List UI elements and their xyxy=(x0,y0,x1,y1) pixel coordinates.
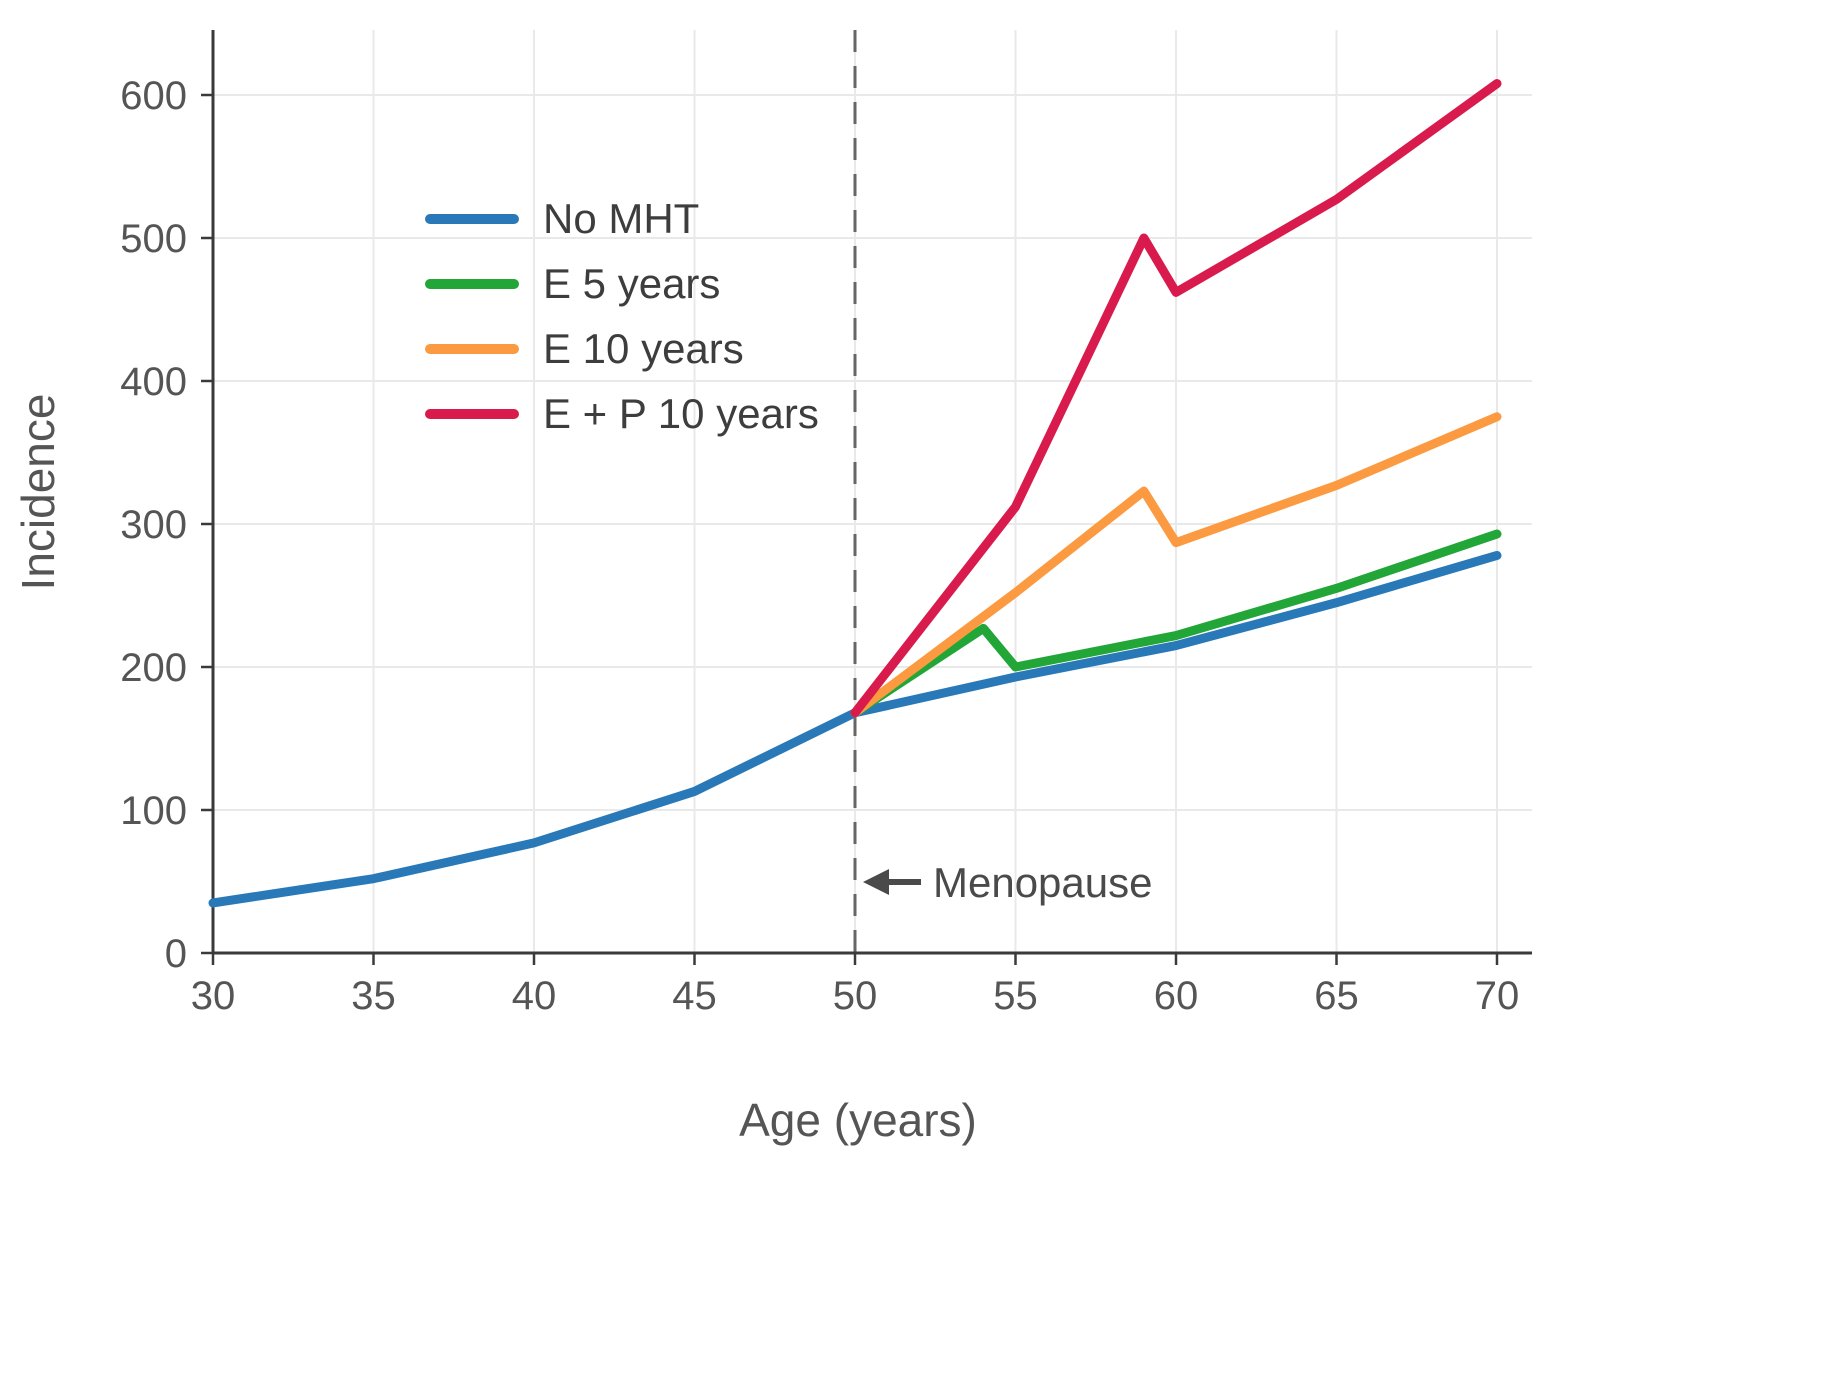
x-tick-label: 35 xyxy=(351,974,396,1018)
legend-swatch-e-5-years xyxy=(425,278,519,289)
x-tick-label: 40 xyxy=(512,974,557,1018)
legend-item-e-10-years: E 10 years xyxy=(425,316,819,381)
y-tick-label: 500 xyxy=(120,217,187,261)
y-tick-label: 100 xyxy=(120,789,187,833)
legend-label-e-p-10-years: E + P 10 years xyxy=(543,389,819,437)
x-tick-label: 70 xyxy=(1475,974,1520,1018)
y-tick-label: 200 xyxy=(120,646,187,690)
x-tick-label: 50 xyxy=(833,974,878,1018)
legend-label-e-10-years: E 10 years xyxy=(543,324,744,372)
series-line-e-10-years xyxy=(850,412,1502,718)
x-tick-label: 60 xyxy=(1154,974,1199,1018)
menopause-arrow-head xyxy=(863,869,889,895)
y-tick-label: 600 xyxy=(120,74,187,118)
legend-item-e-p-10-years: E + P 10 years xyxy=(425,381,819,446)
legend-swatch-e-10-years xyxy=(425,343,519,354)
x-tick-label: 30 xyxy=(191,974,236,1018)
x-axis-title: Age (years) xyxy=(739,1094,977,1146)
x-tick-label: 55 xyxy=(993,974,1038,1018)
y-tick-label: 0 xyxy=(165,932,187,976)
legend-label-no-mht: No MHT xyxy=(543,194,700,242)
series-line-e-5-years xyxy=(850,529,1502,718)
legend: No MHT E 5 years E 10 years E + P 10 yea… xyxy=(425,186,819,446)
legend-item-e-5-years: E 5 years xyxy=(425,251,819,316)
legend-label-e-5-years: E 5 years xyxy=(543,259,721,307)
y-axis-title: Incidence xyxy=(12,393,64,591)
y-tick-label: 400 xyxy=(120,360,187,404)
x-tick-label: 45 xyxy=(672,974,717,1018)
x-tick-label: 65 xyxy=(1314,974,1359,1018)
legend-item-no-mht: No MHT xyxy=(425,186,819,251)
menopause-label: Menopause xyxy=(933,859,1153,906)
y-tick-label: 300 xyxy=(120,503,187,547)
series-line-e-p-10-years xyxy=(850,79,1502,718)
legend-swatch-e-p-10-years xyxy=(425,408,519,419)
legend-swatch-no-mht xyxy=(425,213,519,224)
